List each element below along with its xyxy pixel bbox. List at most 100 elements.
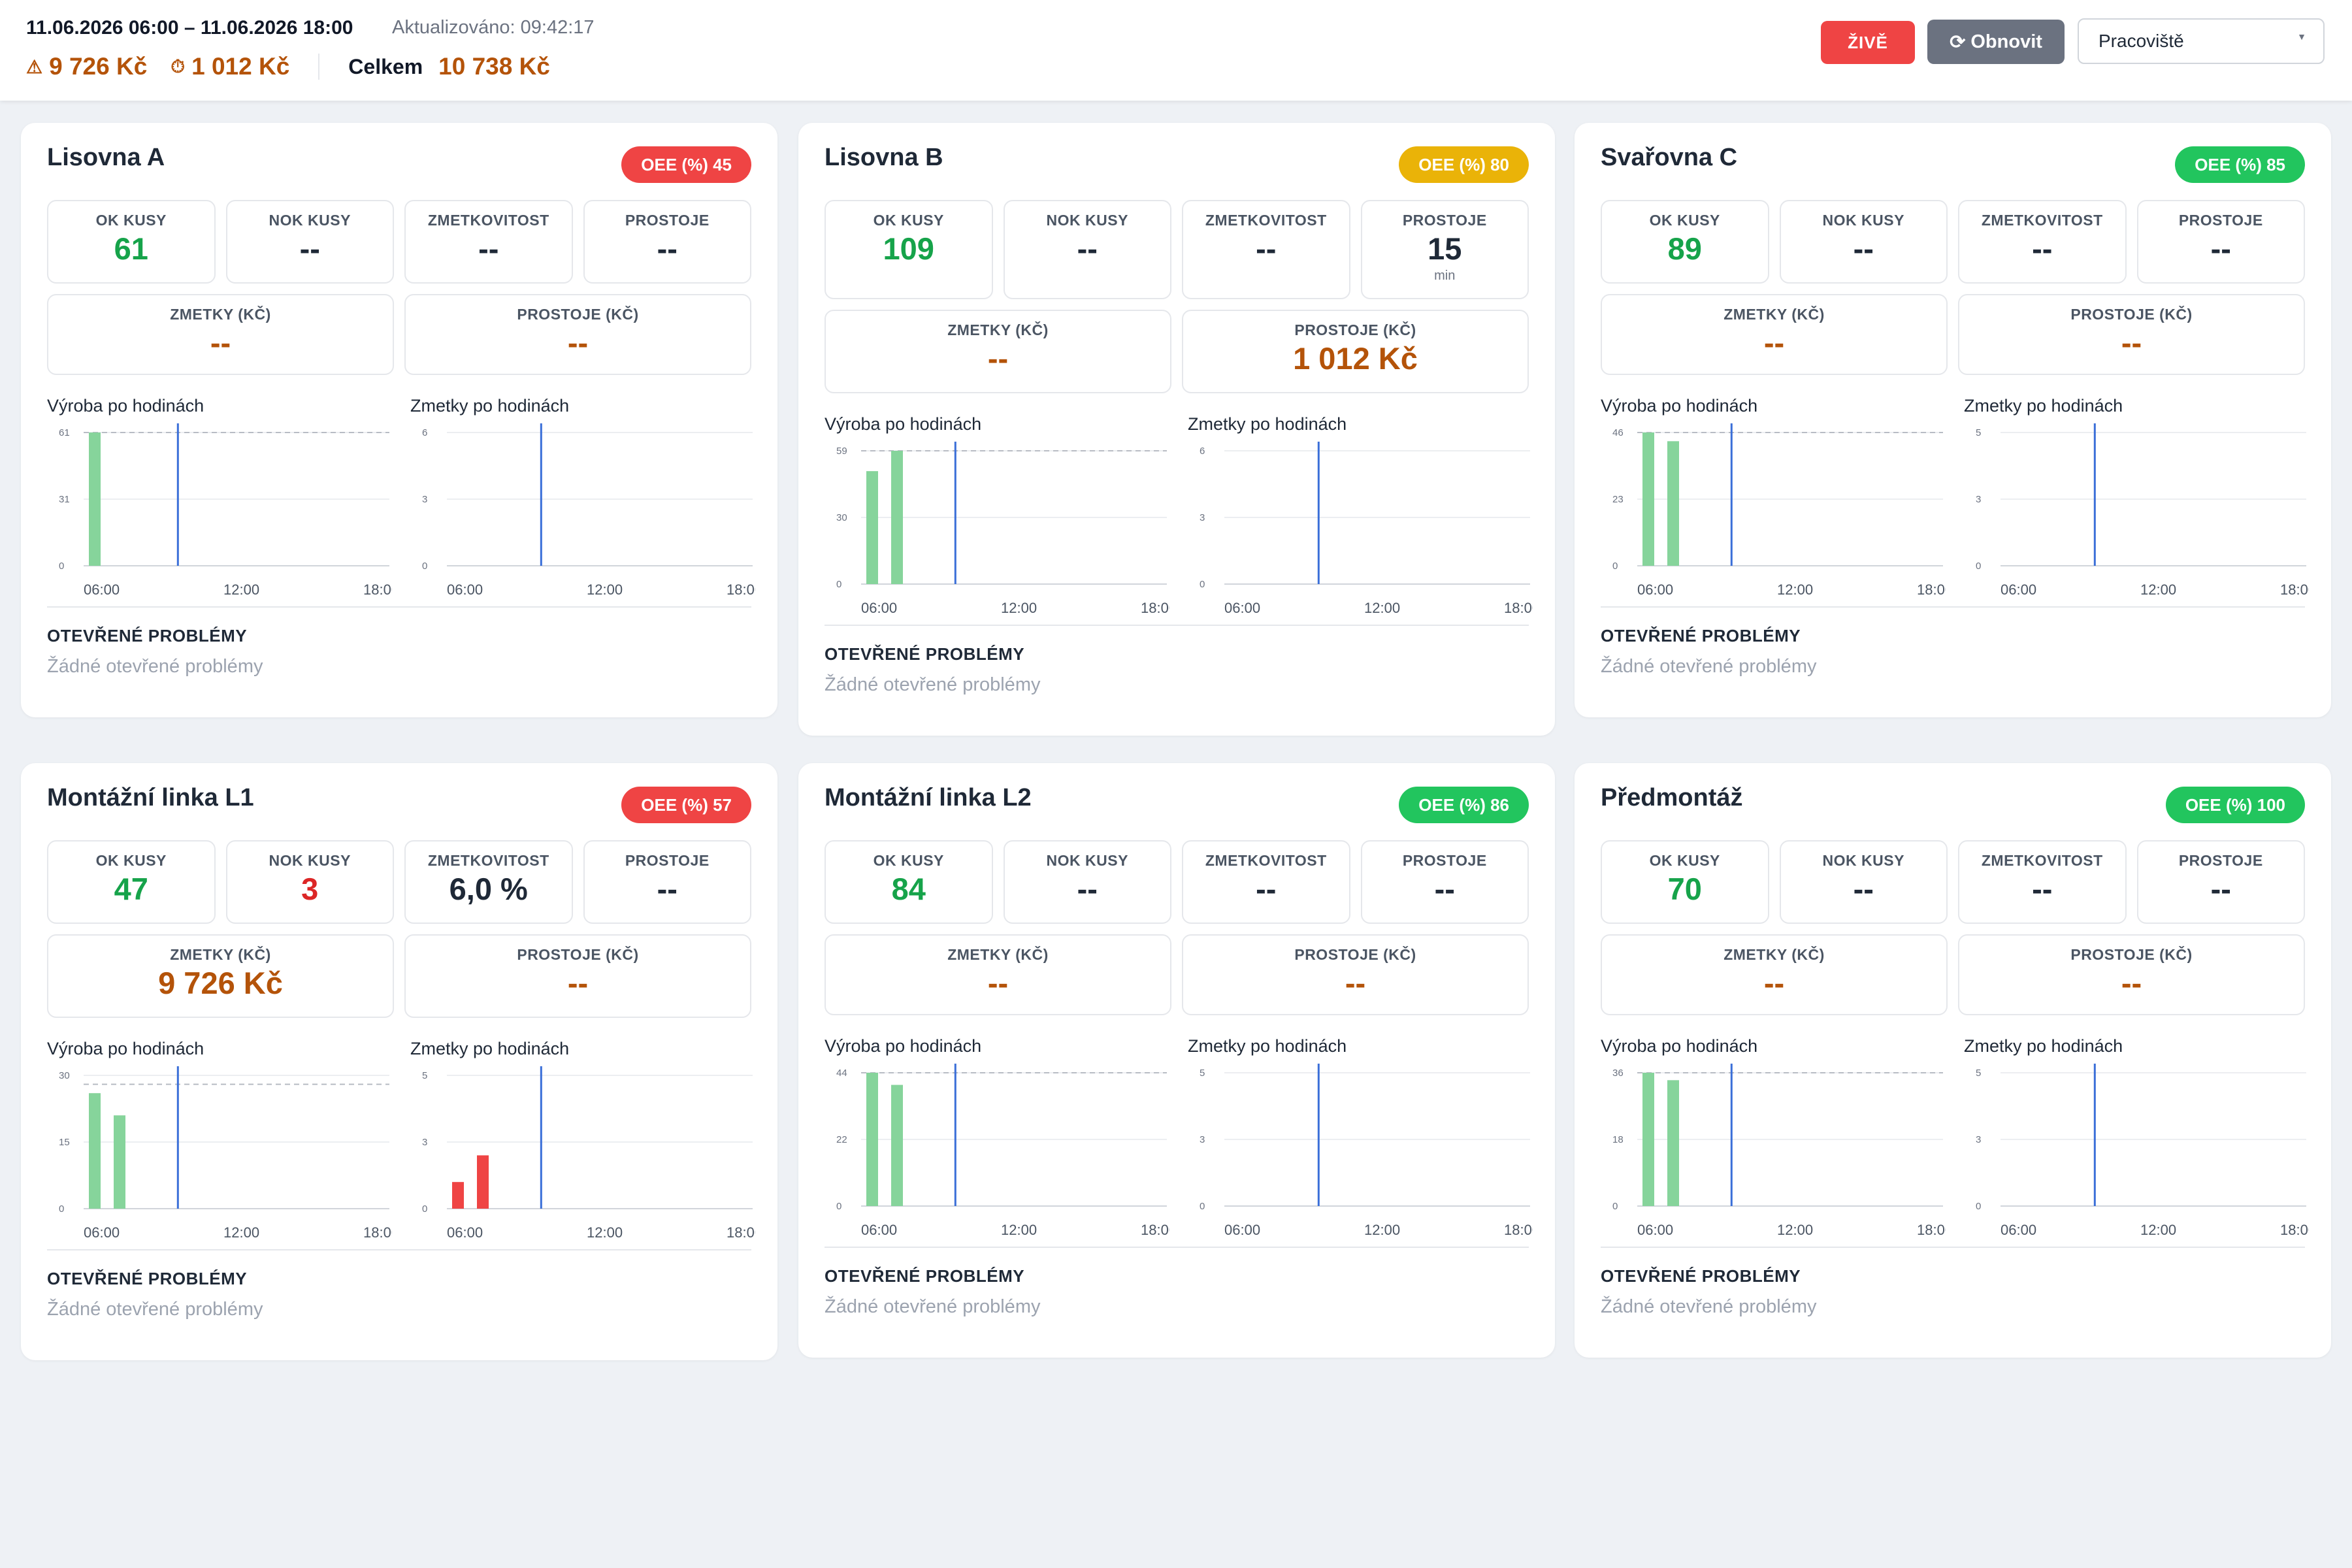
scrap-cost-box: ZMETKY (KČ) -- [47, 294, 394, 375]
production-chart-plot: 0 23 46 06:00 12:00 18:00 [1612, 423, 1946, 598]
downtime-box: PROSTOJE -- [2136, 840, 2305, 924]
section-divider [47, 606, 751, 608]
oee-badge: OEE (%) 80 [1399, 146, 1529, 183]
nok-count-label: NOK KUSY [1822, 852, 1904, 869]
scrap-y-tick: 3 [422, 1137, 427, 1148]
scrap-y-tick: 0 [422, 1203, 427, 1215]
production-x-tick: 18:00 [1141, 600, 1169, 616]
scrap-x-tick: 18:00 [727, 581, 755, 598]
production-bar [891, 1085, 903, 1206]
kpi-row: OK KUSY 109 NOK KUSY -- ZMETKOVITOST -- … [825, 200, 1529, 299]
ok-count-box: OK KUSY 47 [47, 840, 216, 924]
open-problems-title: OTEVŘENÉ PROBLÉMY [1601, 1266, 1801, 1286]
production-y-tick: 22 [836, 1134, 847, 1145]
workplace-card: Lisovna B OEE (%) 80 OK KUSY 109 NOK KUS… [798, 123, 1555, 736]
section-divider [825, 625, 1529, 626]
scrap-x-tick: 18:00 [1504, 1222, 1533, 1238]
production-x-tick: 12:00 [223, 1224, 259, 1241]
open-problems-title: OTEVŘENÉ PROBLÉMY [47, 626, 248, 645]
downtime-value: -- [657, 872, 678, 906]
scrap-rate-box: ZMETKOVITOST -- [404, 200, 573, 284]
open-problems-title: OTEVŘENÉ PROBLÉMY [1601, 626, 1801, 645]
production-bar [1642, 1073, 1654, 1206]
production-y-tick: 0 [836, 579, 841, 590]
workplace-card: Lisovna A OEE (%) 45 OK KUSY 61 NOK KUSY… [21, 123, 777, 717]
oee-badge: OEE (%) 57 [621, 787, 751, 823]
scrap-rate-label: ZMETKOVITOST [1205, 852, 1327, 869]
workplace-card: Montážní linka L2 OEE (%) 86 OK KUSY 84 … [798, 763, 1555, 1358]
scrap-rate-value: -- [1256, 231, 1277, 266]
workplace-card: Předmontáž OEE (%) 100 OK KUSY 70 NOK KU… [1575, 763, 2331, 1358]
scrap-chart-plot: 0 3 6 06:00 12:00 18:00 [422, 423, 755, 598]
scrap-y-tick: 0 [1200, 1201, 1205, 1212]
kpi-cost-row: ZMETKY (KČ) -- PROSTOJE (KČ) -- [825, 934, 1529, 1015]
scrap-bar [452, 1182, 464, 1209]
scrap-chart: Zmetky po hodinách 0 3 5 06:00 12:00 18:00 [1964, 396, 2309, 618]
ok-count-label: OK KUSY [873, 852, 944, 869]
kpi-cost-row: ZMETKY (KČ) -- PROSTOJE (KČ) -- [47, 294, 751, 375]
nok-count-box: NOK KUSY -- [1003, 840, 1171, 924]
workplace-name: Lisovna A [47, 144, 165, 171]
production-x-tick: 12:00 [1777, 1222, 1813, 1238]
scrap-y-tick: 5 [422, 1070, 427, 1081]
production-x-tick: 12:00 [1001, 600, 1037, 616]
ok-count-label: OK KUSY [1649, 852, 1720, 869]
production-bar [1642, 433, 1654, 566]
scrap-y-tick: 0 [1200, 579, 1205, 590]
scrap-x-tick: 06:00 [447, 581, 483, 598]
scrap-chart: Zmetky po hodinách 0 3 5 06:00 12:00 18:00 [1964, 1036, 2309, 1258]
downtime-label: PROSTOJE [2178, 212, 2263, 229]
last-updated: Aktualizováno: 09:42:17 [387, 17, 595, 39]
production-x-tick: 06:00 [861, 1222, 897, 1238]
live-button[interactable]: ŽIVĚ [1821, 21, 1915, 64]
scrap-rate-value: -- [2032, 231, 2053, 266]
downtime-cost-box: PROSTOJE (KČ) -- [1958, 294, 2305, 375]
production-chart-title: Výroba po hodinách [47, 396, 204, 416]
scrap-y-tick: 3 [422, 494, 427, 505]
scrap-y-tick: 5 [1976, 1068, 1981, 1079]
section-divider [1601, 1247, 2305, 1248]
downtime-cost-label: PROSTOJE (KČ) [1294, 946, 1416, 963]
scrap-x-tick: 18:00 [2280, 1222, 2309, 1238]
refresh-button[interactable]: ⟳ Obnovit [1927, 20, 2065, 64]
kpi-grid: OK KUSY 70 NOK KUSY -- ZMETKOVITOST -- P… [1601, 840, 2305, 1015]
scrap-rate-label: ZMETKOVITOST [1981, 212, 2103, 229]
kpi-row: OK KUSY 84 NOK KUSY -- ZMETKOVITOST -- P… [825, 840, 1529, 924]
production-chart-plot: 0 18 36 06:00 12:00 18:00 [1612, 1064, 1946, 1238]
section-divider [47, 1249, 751, 1250]
nok-count-box: NOK KUSY -- [1779, 840, 1948, 924]
downtime-value: -- [657, 231, 678, 266]
production-x-tick: 18:00 [1917, 581, 1946, 598]
ok-count-value: 109 [883, 231, 934, 266]
production-x-tick: 12:00 [223, 581, 259, 598]
nok-count-value: -- [1077, 872, 1098, 906]
ok-count-box: OK KUSY 84 [825, 840, 993, 924]
refresh-label: Obnovit [1970, 31, 2042, 52]
scrap-x-tick: 06:00 [1224, 600, 1260, 616]
production-chart-title: Výroba po hodinách [1601, 1036, 1758, 1056]
scrap-y-tick: 3 [1200, 1134, 1205, 1145]
nok-count-value: -- [1853, 231, 1874, 266]
scrap-y-tick: 6 [422, 427, 427, 438]
open-problems-empty: Žádné otevřené problémy [1601, 656, 1817, 677]
scrap-x-tick: 12:00 [2140, 581, 2176, 598]
downtime-cost-label: PROSTOJE (KČ) [517, 306, 639, 323]
nok-count-label: NOK KUSY [269, 212, 351, 229]
scrap-rate-value: -- [478, 231, 499, 266]
scrap-y-tick: 0 [422, 561, 427, 572]
open-problems-title: OTEVŘENÉ PROBLÉMY [47, 1269, 248, 1288]
nok-count-box: NOK KUSY -- [1779, 200, 1948, 284]
scrap-chart-plot: 0 3 5 06:00 12:00 18:00 [1200, 1064, 1533, 1238]
downtime-cost-label: PROSTOJE (KČ) [2070, 946, 2193, 963]
scrap-rate-box: ZMETKOVITOST -- [1182, 200, 1350, 299]
workplace-name: Lisovna B [825, 144, 943, 171]
scrap-y-tick: 6 [1200, 446, 1205, 457]
production-chart-plot: 0 31 61 06:00 12:00 18:00 [59, 423, 392, 598]
kpi-row: OK KUSY 61 NOK KUSY -- ZMETKOVITOST -- P… [47, 200, 751, 284]
ok-count-label: OK KUSY [95, 212, 167, 229]
production-bar [866, 471, 878, 584]
open-problems-empty: Žádné otevřené problémy [825, 1296, 1041, 1317]
workplace-select[interactable]: Pracoviště ▼ [2078, 18, 2325, 64]
section-divider [825, 1247, 1529, 1248]
downtime-cost-value: -- [1345, 966, 1366, 1000]
